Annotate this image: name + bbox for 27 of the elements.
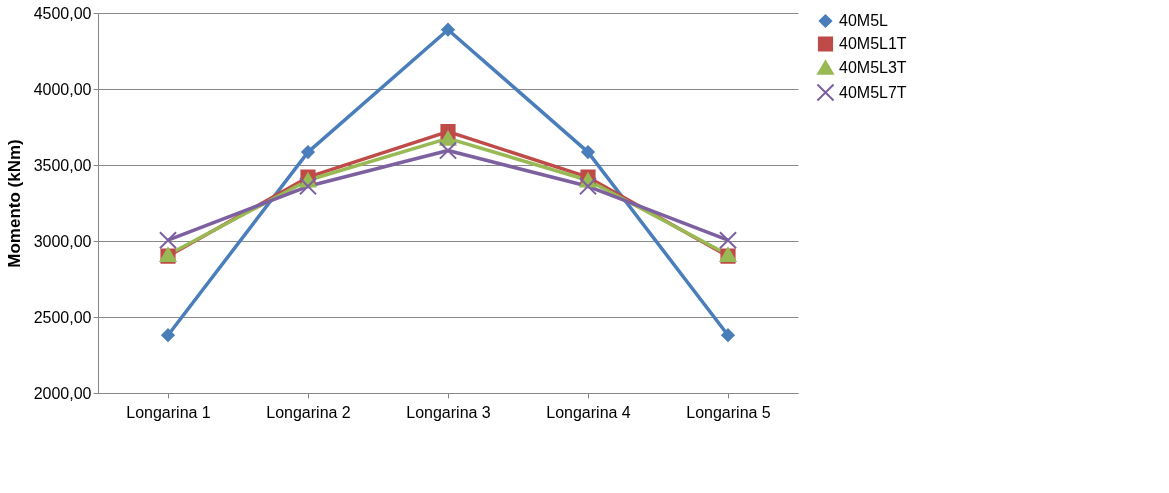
point xyxy=(161,328,175,342)
x-tick-label: Longarina 5 xyxy=(686,403,771,421)
point xyxy=(438,141,458,160)
y-tick-label: 4500,00 xyxy=(33,4,92,22)
point xyxy=(301,145,315,159)
point xyxy=(441,23,455,37)
legend-label: 40M5L3T xyxy=(839,58,907,76)
legend-label: 40M5L1T xyxy=(839,35,907,52)
point xyxy=(298,177,318,196)
legend-label: 40M5L7T xyxy=(839,83,907,101)
point xyxy=(578,177,598,196)
point xyxy=(718,231,738,250)
x-tick-label: Longarina 4 xyxy=(546,403,631,421)
y-tick-label: 3000,00 xyxy=(33,232,92,250)
y-tick-label: 3500,00 xyxy=(33,156,92,174)
point xyxy=(158,231,178,250)
legend-label: 40M5L xyxy=(839,12,889,29)
y-tick-label: 4000,00 xyxy=(33,80,92,98)
y-tick-label: 2500,00 xyxy=(33,308,92,326)
x-tick-label: Longarina 1 xyxy=(126,403,211,421)
x-tick-label: Longarina 2 xyxy=(266,403,351,421)
point xyxy=(581,145,595,159)
point xyxy=(439,131,457,146)
y-axis-title: Momento (kNm) xyxy=(4,139,24,268)
y-tick-label: 2000,00 xyxy=(33,384,92,402)
x-tick-label: Longarina 3 xyxy=(406,403,491,421)
point xyxy=(721,328,735,342)
